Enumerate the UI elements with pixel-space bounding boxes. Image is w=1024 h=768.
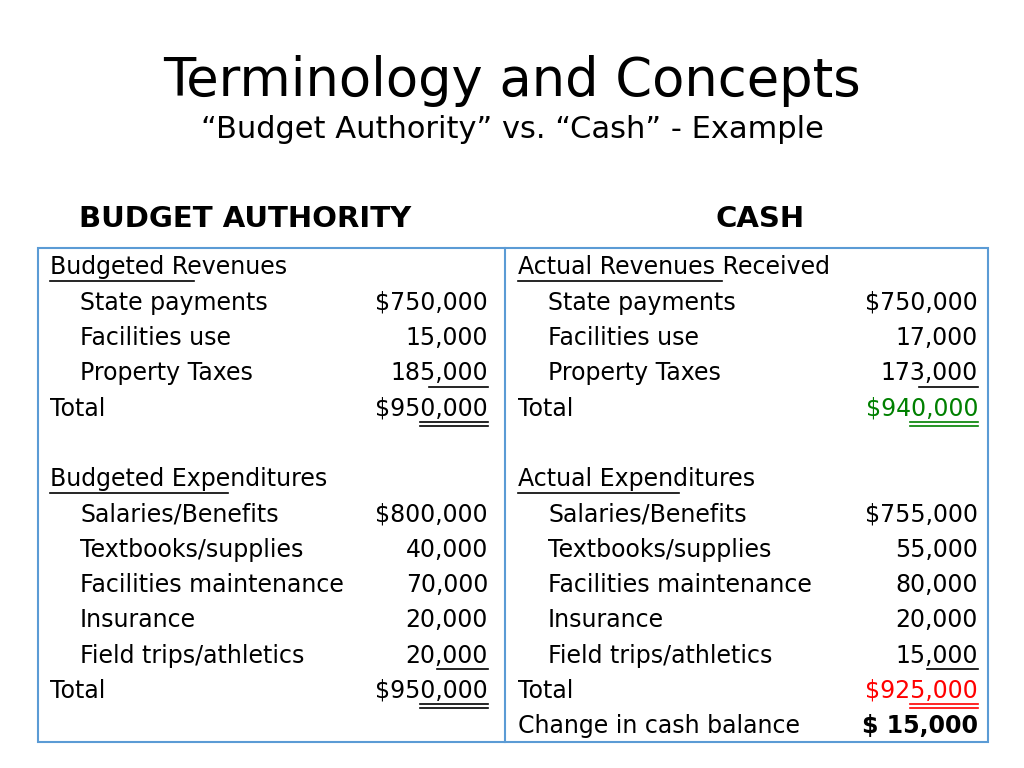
Text: Terminology and Concepts: Terminology and Concepts	[163, 55, 861, 107]
Text: State payments: State payments	[548, 291, 736, 315]
Text: 185,000: 185,000	[390, 361, 488, 386]
Text: Textbooks/supplies: Textbooks/supplies	[80, 538, 303, 561]
Text: $750,000: $750,000	[865, 291, 978, 315]
Text: State payments: State payments	[80, 291, 267, 315]
Text: Salaries/Benefits: Salaries/Benefits	[80, 502, 279, 526]
Text: BUDGET AUTHORITY: BUDGET AUTHORITY	[79, 205, 411, 233]
Text: Actual Expenditures: Actual Expenditures	[518, 467, 755, 491]
Text: Budgeted Revenues: Budgeted Revenues	[50, 256, 287, 280]
Text: $925,000: $925,000	[865, 679, 978, 703]
Text: Field trips/athletics: Field trips/athletics	[80, 644, 304, 667]
Text: Total: Total	[50, 396, 105, 421]
Text: Facilities use: Facilities use	[80, 326, 231, 350]
Text: Facilities maintenance: Facilities maintenance	[548, 573, 812, 597]
Text: 173,000: 173,000	[881, 361, 978, 386]
Text: Budgeted Expenditures: Budgeted Expenditures	[50, 467, 328, 491]
Text: 20,000: 20,000	[896, 608, 978, 632]
Text: 70,000: 70,000	[406, 573, 488, 597]
Text: Facilities maintenance: Facilities maintenance	[80, 573, 344, 597]
Bar	[38, 248, 988, 742]
Text: Insurance: Insurance	[548, 608, 665, 632]
Text: $800,000: $800,000	[376, 502, 488, 526]
Text: Change in cash balance: Change in cash balance	[518, 714, 800, 738]
Text: Actual Revenues Received: Actual Revenues Received	[518, 256, 830, 280]
Text: Field trips/athletics: Field trips/athletics	[548, 644, 772, 667]
Text: $950,000: $950,000	[375, 679, 488, 703]
Text: “Budget Authority” vs. “Cash” - Example: “Budget Authority” vs. “Cash” - Example	[201, 115, 823, 144]
Text: $950,000: $950,000	[375, 396, 488, 421]
Text: 15,000: 15,000	[406, 326, 488, 350]
Text: Insurance: Insurance	[80, 608, 197, 632]
Text: $750,000: $750,000	[375, 291, 488, 315]
Text: 17,000: 17,000	[896, 326, 978, 350]
Text: CASH: CASH	[716, 205, 805, 233]
Text: $ 15,000: $ 15,000	[862, 714, 978, 738]
Text: Textbooks/supplies: Textbooks/supplies	[548, 538, 771, 561]
Text: Facilities use: Facilities use	[548, 326, 699, 350]
Text: 15,000: 15,000	[896, 644, 978, 667]
Text: Property Taxes: Property Taxes	[548, 361, 721, 386]
Text: 80,000: 80,000	[896, 573, 978, 597]
Text: 20,000: 20,000	[406, 608, 488, 632]
Text: 20,000: 20,000	[406, 644, 488, 667]
Text: Salaries/Benefits: Salaries/Benefits	[548, 502, 746, 526]
Text: Property Taxes: Property Taxes	[80, 361, 253, 386]
Text: 40,000: 40,000	[406, 538, 488, 561]
Text: Total: Total	[518, 679, 573, 703]
Text: Total: Total	[518, 396, 573, 421]
Text: $940,000: $940,000	[865, 396, 978, 421]
Text: Total: Total	[50, 679, 105, 703]
Text: $755,000: $755,000	[865, 502, 978, 526]
Text: 55,000: 55,000	[895, 538, 978, 561]
